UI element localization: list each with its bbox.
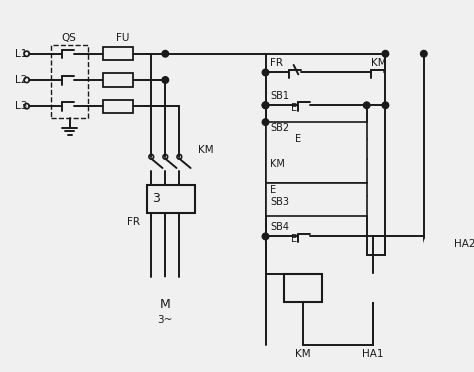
Text: KM: KM	[371, 58, 387, 68]
Text: L2: L2	[15, 75, 27, 85]
Bar	[284, 274, 322, 302]
Bar	[102, 100, 133, 113]
Text: KM: KM	[198, 145, 214, 155]
Text: FR: FR	[270, 58, 283, 68]
Text: M: M	[160, 298, 171, 311]
Circle shape	[162, 77, 169, 83]
Text: HA1: HA1	[363, 349, 384, 359]
Circle shape	[420, 51, 427, 57]
Bar	[102, 73, 133, 87]
Circle shape	[262, 233, 269, 240]
Text: SB2: SB2	[270, 123, 289, 133]
Circle shape	[262, 102, 269, 109]
Text: 3~: 3~	[158, 315, 173, 325]
Text: L3: L3	[15, 101, 27, 111]
Text: E: E	[295, 134, 301, 144]
Circle shape	[382, 51, 389, 57]
Circle shape	[364, 102, 370, 109]
Text: E: E	[270, 185, 276, 195]
Text: 3: 3	[152, 192, 160, 205]
Text: HA2: HA2	[454, 239, 474, 249]
Circle shape	[360, 275, 386, 301]
Text: SB4: SB4	[270, 222, 289, 232]
Circle shape	[162, 51, 169, 57]
Text: E: E	[291, 103, 297, 113]
Text: L1: L1	[15, 49, 27, 59]
Circle shape	[262, 119, 269, 125]
Bar	[265, 183, 367, 216]
Circle shape	[262, 69, 269, 76]
Circle shape	[424, 232, 450, 259]
Bar	[265, 122, 367, 183]
Text: SB1: SB1	[270, 91, 289, 101]
Circle shape	[262, 102, 269, 109]
Text: FR: FR	[127, 217, 140, 227]
Text: KM: KM	[270, 159, 285, 169]
Text: SB3: SB3	[270, 197, 289, 207]
Bar	[146, 185, 195, 213]
Text: E: E	[291, 234, 297, 244]
Text: FU: FU	[117, 33, 130, 43]
Circle shape	[382, 102, 389, 109]
Circle shape	[133, 279, 198, 344]
Text: KM: KM	[295, 349, 311, 359]
Text: QS: QS	[62, 33, 76, 43]
Bar	[102, 47, 133, 60]
